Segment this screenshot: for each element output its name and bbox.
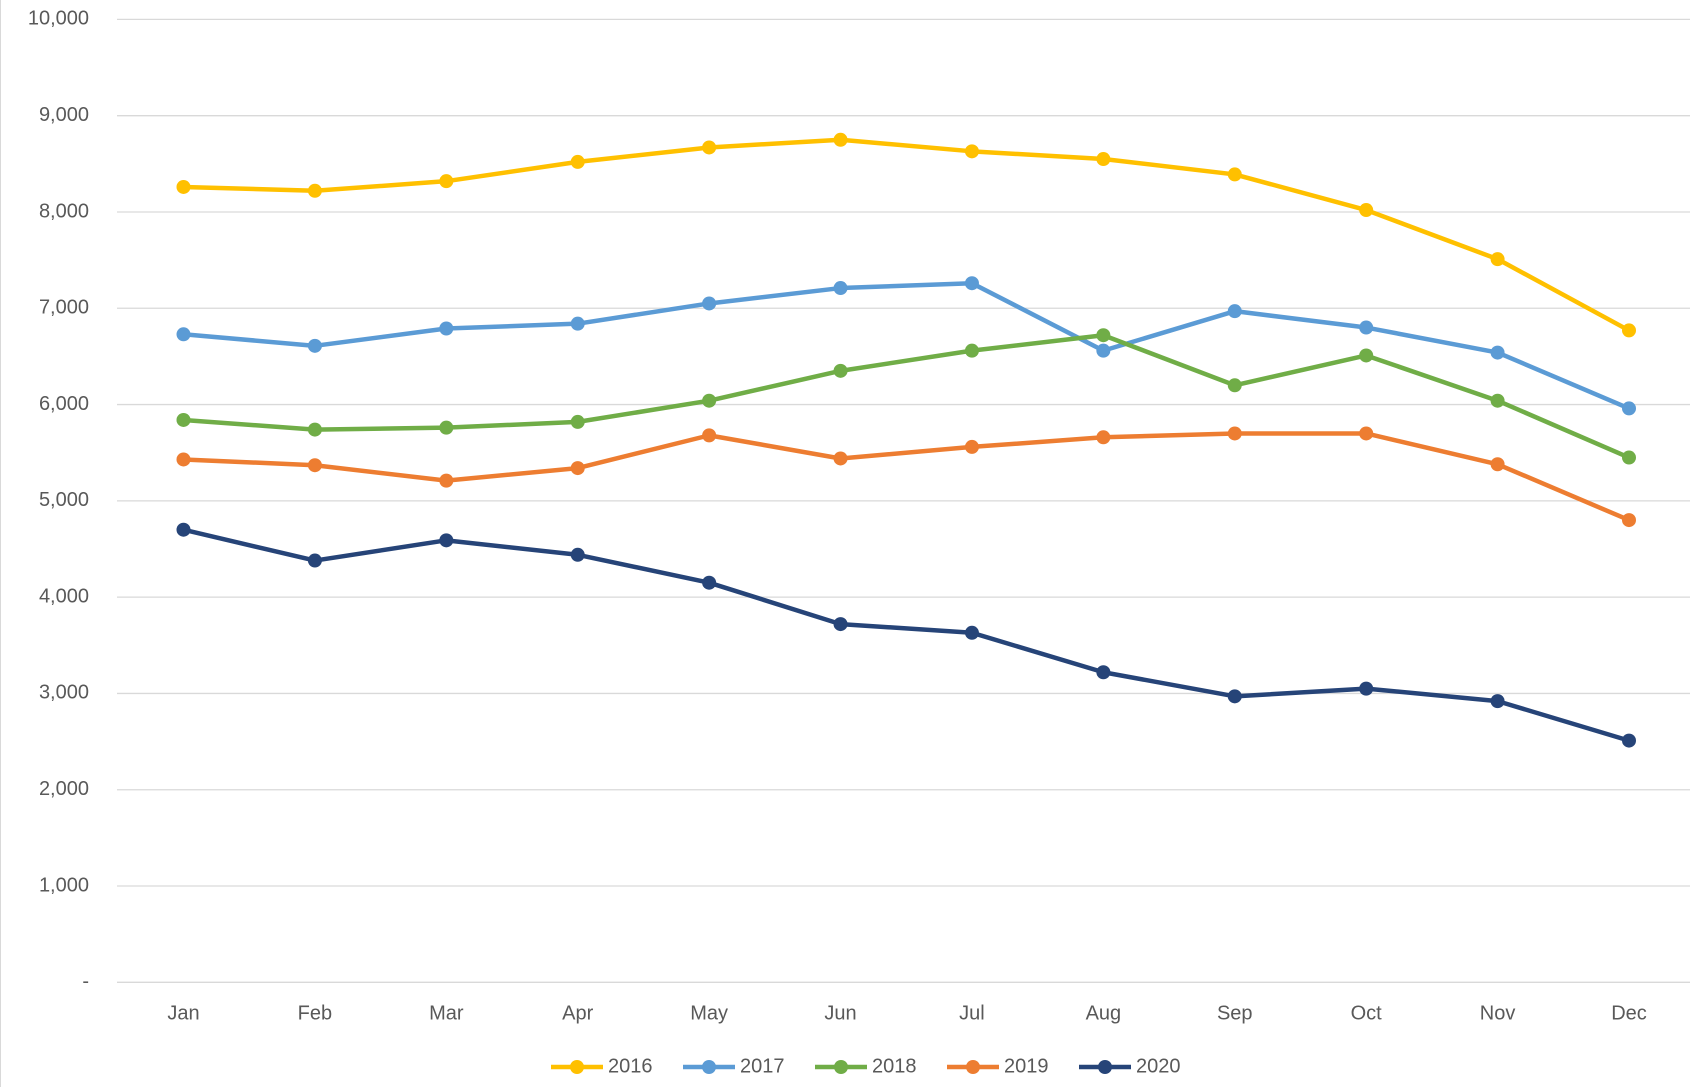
data-point: [964, 276, 979, 291]
data-point: [964, 343, 979, 358]
data-point: [1490, 694, 1505, 709]
data-point: [1359, 320, 1374, 335]
data-point: [1490, 345, 1505, 360]
y-tick-label: 3,000: [39, 682, 89, 704]
x-tick-label: Jun: [824, 1002, 856, 1024]
legend-label: 2019: [1004, 1055, 1049, 1077]
data-point: [307, 458, 322, 473]
legend-marker: [702, 1060, 716, 1074]
data-point: [1359, 426, 1374, 441]
data-point: [570, 414, 585, 429]
data-point: [176, 412, 191, 427]
data-point: [307, 338, 322, 353]
y-tick-label: 9,000: [39, 104, 89, 126]
y-tick-label: 6,000: [39, 393, 89, 415]
legend-label: 2020: [1136, 1055, 1181, 1077]
data-point: [176, 522, 191, 537]
data-point: [1096, 665, 1111, 680]
data-point: [1227, 378, 1242, 393]
data-point: [439, 533, 454, 548]
data-point: [1622, 450, 1636, 465]
data-point: [833, 132, 848, 147]
data-point: [439, 321, 454, 336]
legend-label: 2016: [608, 1055, 653, 1077]
x-tick-label: Feb: [298, 1002, 332, 1024]
x-tick-label: Sep: [1217, 1002, 1253, 1024]
data-point: [1227, 426, 1242, 441]
data-point: [1096, 343, 1111, 358]
data-point: [1359, 203, 1374, 218]
data-point: [307, 183, 322, 198]
data-point: [833, 363, 848, 378]
y-tick-label: 7,000: [39, 297, 89, 319]
data-point: [833, 451, 848, 466]
x-tick-label: Jul: [959, 1002, 985, 1024]
data-point: [439, 174, 454, 189]
data-point: [307, 422, 322, 437]
legend-marker: [834, 1060, 848, 1074]
data-point: [1490, 393, 1505, 408]
data-point: [964, 439, 979, 454]
data-point: [1359, 348, 1374, 363]
data-point: [702, 296, 717, 311]
data-point: [1490, 457, 1505, 472]
y-tick-label: -: [82, 971, 89, 993]
series-line: [181, 280, 1632, 411]
x-tick-label: May: [690, 1002, 728, 1024]
legend-label: 2018: [872, 1055, 917, 1077]
data-point: [1622, 401, 1636, 416]
data-point: [176, 327, 191, 342]
data-point: [1096, 430, 1111, 445]
data-point: [1622, 323, 1636, 338]
x-tick-label: Oct: [1351, 1002, 1383, 1024]
data-point: [964, 625, 979, 640]
data-point: [570, 461, 585, 476]
data-point: [1227, 304, 1242, 319]
legend-label: 2017: [740, 1055, 785, 1077]
data-point: [702, 428, 717, 443]
data-point: [1622, 733, 1636, 748]
x-tick-label: Dec: [1611, 1002, 1647, 1024]
x-tick-label: Apr: [562, 1002, 593, 1024]
data-point: [1359, 681, 1374, 696]
data-point: [1622, 513, 1636, 528]
data-point: [833, 617, 848, 632]
data-point: [702, 575, 717, 590]
y-tick-label: 2,000: [39, 778, 89, 800]
legend-marker: [1098, 1060, 1112, 1074]
x-tick-label: Nov: [1480, 1002, 1516, 1024]
data-point: [439, 473, 454, 488]
data-point: [176, 179, 191, 194]
data-point: [176, 452, 191, 467]
y-tick-label: 1,000: [39, 874, 89, 896]
data-point: [570, 154, 585, 169]
series-line: [181, 527, 1632, 743]
data-point: [1490, 252, 1505, 267]
data-point: [1227, 689, 1242, 704]
y-tick-label: 10,000: [28, 8, 89, 30]
y-tick-label: 5,000: [39, 489, 89, 511]
data-point: [1096, 328, 1111, 343]
data-point: [570, 316, 585, 331]
data-point: [1227, 167, 1242, 182]
data-point: [833, 281, 848, 296]
x-tick-label: Jan: [167, 1002, 199, 1024]
legend-marker: [570, 1060, 584, 1074]
data-point: [964, 144, 979, 159]
data-point: [439, 420, 454, 435]
x-tick-label: Aug: [1086, 1002, 1122, 1024]
data-point: [702, 393, 717, 408]
series-line: [181, 431, 1632, 523]
data-point: [702, 140, 717, 155]
series-line: [181, 332, 1632, 460]
data-point: [570, 547, 585, 562]
legend-marker: [966, 1060, 980, 1074]
y-tick-label: 4,000: [39, 585, 89, 607]
y-tick-label: 8,000: [39, 200, 89, 222]
x-tick-label: Mar: [429, 1002, 464, 1024]
data-point: [307, 553, 322, 568]
series-line: [181, 137, 1632, 333]
data-point: [1096, 152, 1111, 167]
